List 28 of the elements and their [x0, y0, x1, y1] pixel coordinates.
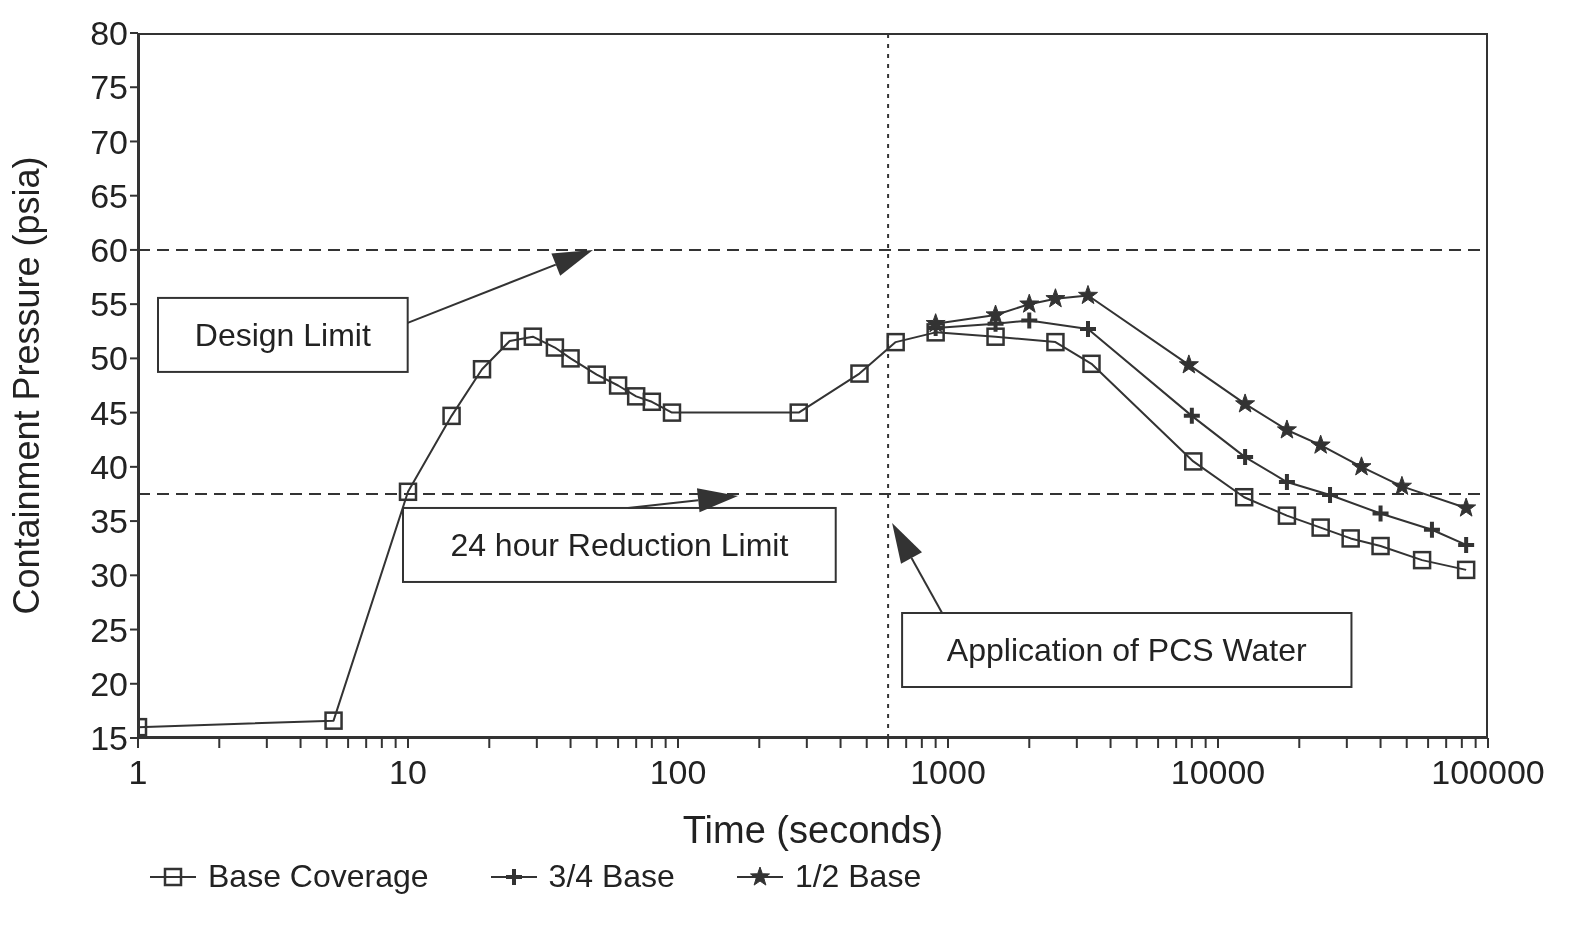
y-tick-label: 45: [90, 393, 128, 432]
y-tick-label: 30: [90, 556, 128, 595]
y-tick-label: 20: [90, 664, 128, 703]
x-tick-label: 100000: [1431, 753, 1545, 792]
legend-label: 3/4 Base: [548, 858, 675, 895]
y-tick-label: 50: [90, 339, 128, 378]
y-tick-label: 40: [90, 447, 128, 486]
y-tick-label: 80: [90, 14, 128, 53]
legend-label: Base Coverage: [208, 858, 429, 895]
x-tick-label: 10000: [1170, 753, 1266, 792]
y-tick-label: 65: [90, 176, 128, 215]
y-tick-label: 15: [90, 719, 128, 758]
y-axis-title: Containment Pressure (psia): [5, 156, 47, 615]
y-tick-label: 70: [90, 122, 128, 161]
y-tick-label: 55: [90, 285, 128, 324]
x-axis-title: Time (seconds): [682, 809, 944, 851]
x-tick-label: 1: [128, 753, 148, 792]
y-tick-label: 75: [90, 68, 128, 107]
y-tick-label: 25: [90, 610, 128, 649]
y-tick-label: 35: [90, 502, 128, 541]
x-tick-label: 100: [649, 753, 707, 792]
ref-line-label: 24 hour Reduction Limit: [450, 526, 789, 563]
x-tick-label: 1000: [910, 753, 986, 792]
y-tick-label: 60: [90, 230, 128, 269]
ref-line-label: Design Limit: [194, 316, 371, 353]
ref-line-label: Application of PCS Water: [946, 632, 1308, 668]
x-tick-label: 10: [389, 753, 427, 792]
legend-label: 1/2 Base: [794, 858, 922, 895]
